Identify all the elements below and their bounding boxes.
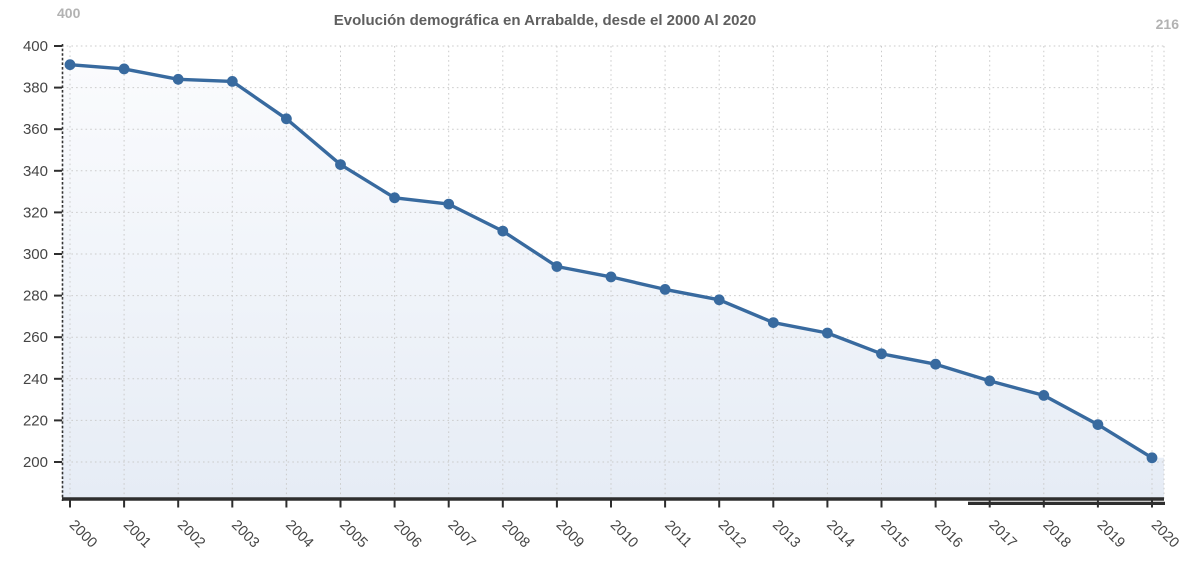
x-tick-label-2003: 2003 [228, 517, 262, 551]
range-end-label: 216 [1155, 16, 1179, 32]
y-tick-label-280: 280 [23, 288, 48, 305]
x-tick-label-2013: 2013 [769, 517, 803, 551]
y-tick-label-260: 260 [23, 329, 48, 346]
data-point-2019[interactable] [1092, 419, 1104, 430]
x-tick-label-2014: 2014 [823, 517, 857, 551]
x-tick-label-2019: 2019 [1094, 517, 1128, 551]
x-tick-label-2015: 2015 [877, 517, 911, 551]
data-point-2014[interactable] [822, 327, 833, 339]
data-point-2017[interactable] [984, 375, 996, 387]
x-tick-label-2011: 2011 [661, 517, 694, 550]
x-tick-label-2007: 2007 [444, 517, 478, 551]
x-tick-label-2010: 2010 [607, 517, 641, 551]
data-point-2011[interactable] [659, 284, 671, 295]
y-tick-label-240: 240 [23, 371, 48, 388]
x-tick-label-2020: 2020 [1148, 517, 1182, 551]
y-tick-label-220: 220 [23, 412, 48, 429]
x-tick-label-2006: 2006 [390, 517, 424, 551]
data-point-2001[interactable] [118, 63, 130, 75]
horizontal-gridlines [54, 45, 1164, 463]
x-tick-label-2009: 2009 [553, 517, 587, 551]
y-tick-label-320: 320 [23, 204, 48, 221]
data-point-2012[interactable] [713, 294, 725, 306]
y-tick-label-360: 360 [23, 121, 48, 138]
y-tick-label-340: 340 [23, 163, 48, 180]
data-point-2003[interactable] [226, 76, 238, 87]
x-axis-labels: 2000 2001 2002 2003 2004 2005 2006 2007 2008 2009… [66, 500, 1182, 551]
x-tick-label-2008: 2008 [499, 517, 533, 551]
range-max-label: 400 [57, 5, 81, 21]
x-tick-label-2018: 2018 [1040, 517, 1074, 551]
data-point-2015[interactable] [876, 348, 887, 360]
data-point-2002[interactable] [172, 73, 184, 85]
x-tick-label-2017: 2017 [985, 517, 1019, 551]
data-point-2013[interactable] [767, 317, 779, 328]
data-points [64, 59, 1158, 464]
y-tick-label-380: 380 [23, 80, 48, 97]
x-tick-label-2002: 2002 [174, 517, 208, 551]
y-tick-label-300: 300 [23, 246, 48, 263]
data-point-2018[interactable] [1038, 390, 1050, 401]
data-point-2020[interactable] [1146, 452, 1158, 464]
data-point-2008[interactable] [497, 225, 509, 237]
y-tick-label-200: 200 [23, 454, 48, 471]
data-point-2016[interactable] [930, 358, 941, 370]
chart-title: Evolución demográfica en Arrabalde, desd… [333, 12, 757, 29]
x-tick-label-2000: 2000 [66, 517, 100, 551]
data-point-2004[interactable] [281, 113, 292, 125]
x-tick-label-2012: 2012 [715, 517, 749, 551]
data-point-2009[interactable] [551, 261, 563, 272]
y-tick-label-400: 400 [23, 38, 48, 55]
y-axis-labels: 200 220 240 260 280 300 320 340 360 380 400 [23, 38, 48, 471]
x-tick-label-2005: 2005 [336, 517, 370, 551]
data-point-2006[interactable] [389, 192, 400, 204]
x-tick-label-2016: 2016 [931, 517, 965, 551]
x-tick-label-2001: 2001 [120, 517, 154, 551]
x-tick-label-2004: 2004 [282, 517, 316, 551]
data-point-2000[interactable] [64, 59, 76, 71]
data-point-2010[interactable] [605, 271, 617, 283]
data-point-2007[interactable] [443, 198, 455, 210]
data-point-2005[interactable] [335, 159, 346, 171]
